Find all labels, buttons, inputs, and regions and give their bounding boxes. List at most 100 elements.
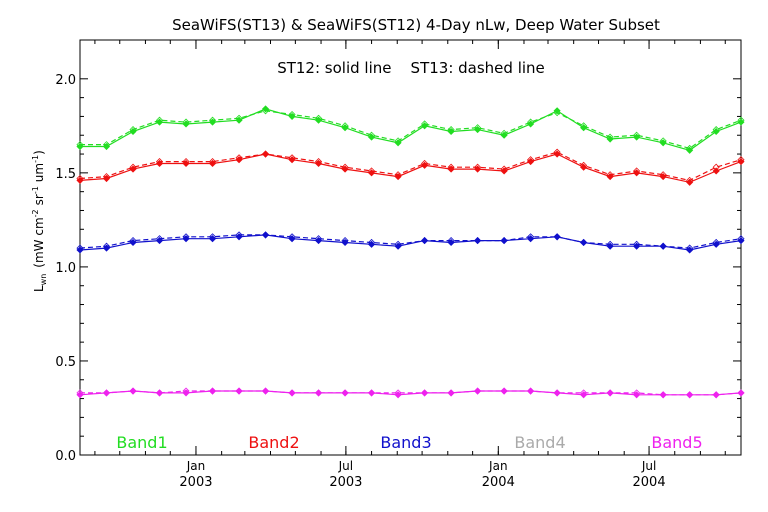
band3-st13-point (712, 238, 720, 247)
band2-st13-point (129, 163, 137, 171)
band2-st13-point (633, 167, 641, 175)
band3-st12-point (129, 238, 137, 247)
x-tick-month: Jul (641, 459, 656, 473)
band2-st13-point (235, 154, 243, 162)
band3-st13-point (102, 242, 111, 250)
band2-st13-point (341, 163, 349, 171)
x-axis: Jan 2003 Jul 2003 Jan 2004 Jul 2004 (179, 40, 666, 490)
y-axis-label: Lwn(mW cm-2sr-1um-1) (31, 150, 48, 292)
series-layer (76, 105, 745, 399)
band1-st13-point (129, 126, 137, 134)
x-tick-year: 2004 (633, 475, 666, 490)
x-tick-year: 2003 (329, 475, 362, 490)
band3-st13-point (288, 233, 296, 241)
x-tick-year: 2004 (482, 475, 515, 490)
y-tick-label: 2.0 (55, 73, 76, 88)
band1-st13-point (182, 118, 190, 126)
band5-st13-point (737, 389, 745, 397)
band2-st13-point (474, 163, 482, 171)
x-tick-year: 2003 (179, 475, 212, 490)
band3-st13-point (606, 240, 614, 248)
legend-band2: Band2 (248, 433, 299, 452)
band2-st13-point (686, 176, 694, 184)
band5-st13-point (235, 387, 243, 395)
y-axis-label-units-mid2: um (32, 163, 46, 182)
band1-st13-point (288, 110, 296, 119)
band5-st13-point (314, 389, 323, 397)
band5-st13-point (76, 389, 84, 397)
band5-st13-point (182, 387, 190, 395)
legend-band3: Band3 (380, 433, 431, 452)
band3-st13-point (182, 233, 190, 241)
band2-st12-point (553, 150, 561, 158)
band2-st13-point (500, 165, 508, 173)
band5-st13-point (155, 389, 164, 397)
band1-st13-point (686, 144, 694, 152)
band2-st13-point (553, 148, 561, 156)
legend-band4: Band4 (514, 433, 565, 452)
band3-st13-point (129, 237, 137, 245)
band2-st13-point (288, 154, 296, 162)
band1-st13-point (737, 116, 745, 124)
band3-st13-point (261, 231, 270, 239)
y-axis-label-units-mid: sr (32, 194, 46, 205)
band2-st12-line (79, 153, 742, 183)
band3-st13-line (79, 234, 742, 249)
band1-st13-point (553, 109, 561, 117)
band2-st13-point (102, 173, 111, 181)
y-axis-label-exp3: -1 (31, 155, 40, 163)
band2-st13-point (182, 158, 190, 166)
band3-st13-point (580, 238, 588, 247)
band1-st13-point (76, 141, 84, 149)
band5-st13-line (80, 390, 742, 396)
y-tick-label: 0.0 (55, 449, 76, 464)
band3-st13-point (394, 240, 402, 248)
legend-band5: Band5 (651, 433, 702, 452)
x-tick-month: Jan (186, 459, 206, 473)
band1-st13-point (712, 126, 720, 134)
y-axis: 0.0 0.5 1.0 1.5 2.0 (55, 73, 741, 464)
band1-st13-line (80, 110, 742, 150)
y-axis-label-units-pre: (mW cm (32, 217, 46, 267)
band3-st13-point (155, 235, 164, 243)
y-tick-label: 0.5 (55, 355, 76, 370)
band2-st13-point (580, 161, 588, 169)
legend-band1: Band1 (116, 433, 167, 452)
band1-st13-point (500, 129, 508, 137)
band2-st13-point (737, 156, 745, 164)
band1-st13-point (421, 120, 429, 128)
band3-st13-point (737, 235, 745, 243)
band5-st13-point (659, 391, 667, 399)
band1-st13-point (261, 107, 270, 115)
band3-st13-point (208, 233, 217, 241)
band2-st12-point (737, 158, 745, 166)
band1-st13-point (527, 118, 535, 126)
band3-st13-point (235, 231, 243, 239)
band5-st13-point (447, 389, 455, 397)
band5-st13-point (102, 389, 111, 397)
y-tick-label: 1.5 (55, 167, 76, 182)
band5-st12-line (79, 390, 742, 396)
y-axis-label-exp1: -2 (31, 209, 40, 217)
band1-st13-point (341, 122, 349, 130)
band3-st13-point (447, 237, 455, 245)
band5-st13-point (553, 389, 561, 397)
band3-st13-point (553, 233, 561, 241)
band5-st13-point (368, 389, 376, 397)
band2-st13-point (261, 150, 270, 158)
band3-st13-point (421, 237, 429, 245)
band3-st13-point (314, 235, 323, 243)
band3-st13-point (659, 242, 667, 250)
band5-st13-point (129, 387, 137, 395)
band1-st12-line (80, 108, 742, 151)
band5-st13-point (500, 387, 508, 395)
band5-st13-point (261, 387, 270, 395)
band5-st13-point (421, 389, 429, 397)
band1-st12-point (580, 124, 588, 132)
band2-st13-point (394, 171, 402, 179)
band1-st13-point (580, 122, 588, 130)
band5-st13-point (527, 387, 535, 395)
band1-st12-point (737, 118, 745, 126)
band2-st13-point (155, 158, 164, 166)
band2-st13-point (368, 167, 376, 175)
